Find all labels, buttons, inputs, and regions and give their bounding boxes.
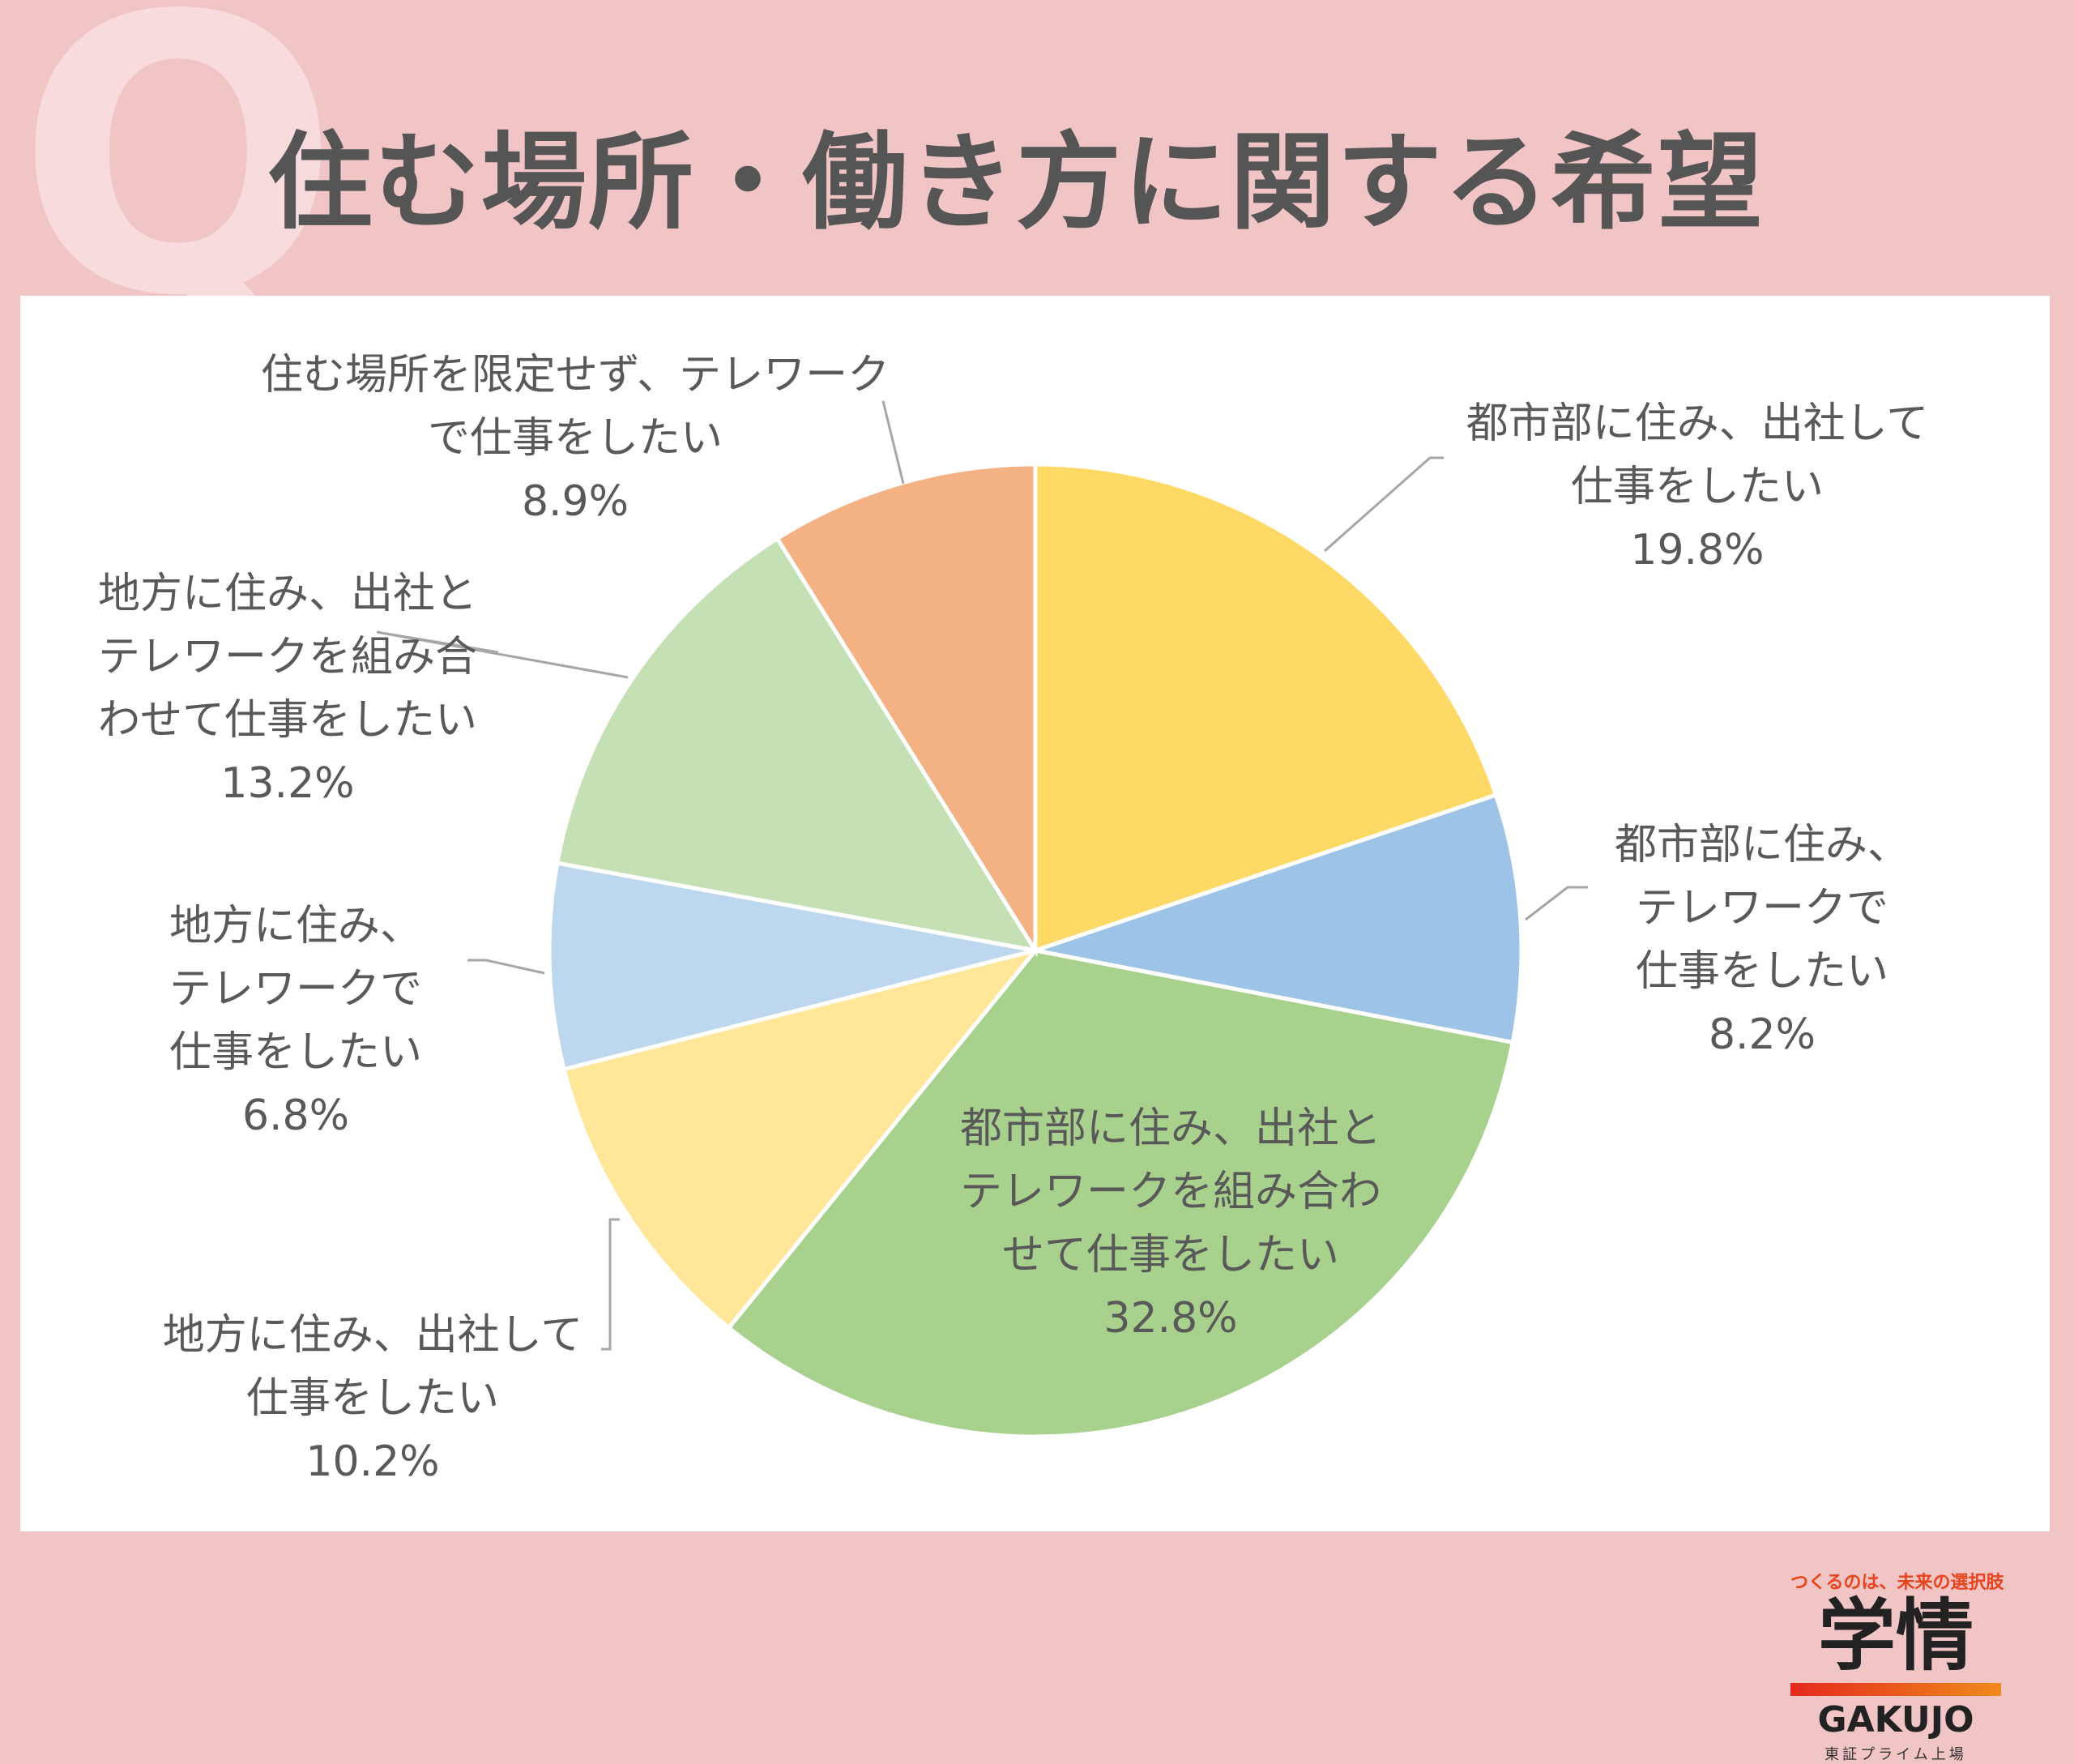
- slice-value-5: 6.8%: [242, 1091, 349, 1140]
- logo-sub: 東証プライム上場: [1824, 1745, 1967, 1763]
- slice-label-line: 都市部に住み、: [1615, 821, 1910, 869]
- pie-slice-2: [1027, 792, 1524, 1045]
- leader-line-6: [376, 630, 629, 679]
- logo-name-jp: 学情: [1818, 1591, 1974, 1681]
- slice-value-7: 8.9%: [522, 477, 629, 526]
- pie-slice-1: [1033, 462, 1499, 954]
- leader-line-4: [601, 1218, 620, 1351]
- pie-chart: 都市部に住み、出社して仕事をしたい 19.8%都市部に住み、テレワークで仕事をした…: [98, 351, 1928, 1486]
- slice-value-2: 8.2%: [1709, 1010, 1816, 1059]
- leader-line-2: [1525, 886, 1588, 921]
- page-title: 住む場所・働き方に関する希望: [267, 121, 1765, 244]
- slice-label-line: テレワークで: [169, 965, 422, 1014]
- slice-label-line: 仕事をしたい: [169, 1028, 422, 1077]
- slice-label-line: わせて仕事をしたい: [98, 696, 477, 745]
- pie-slice-3: [726, 948, 1516, 1439]
- slice-label-line: 都市部に住み、出社して: [1466, 399, 1928, 448]
- slice-label-line: で仕事をしたい: [428, 414, 723, 463]
- slice-value-6: 13.2%: [220, 759, 354, 808]
- slice-label-line: 地方に住み、出社して: [163, 1311, 583, 1360]
- slice-label-line: せて仕事をしたい: [1002, 1231, 1339, 1279]
- slice-label-line: テレワークを組み合: [98, 633, 477, 681]
- chart-panel: 都市部に住み、出社して仕事をしたい 19.8% 都市部に住み、テレワークで仕事をした…: [20, 296, 2050, 1763]
- slice-label-line: 地方に住み、: [169, 902, 422, 950]
- slice-label-line: 仕事をしたい: [1636, 947, 1888, 996]
- logo-name-en: GAKUJO: [1817, 1698, 1974, 1741]
- leader-line-5: [467, 959, 545, 975]
- slice-label-line: 都市部に住み、出社と: [960, 1104, 1381, 1153]
- pie-slice-4: [561, 946, 1041, 1331]
- slice-label-line: テレワークで: [1636, 884, 1888, 933]
- slice-label-4: 地方に住み、出社して仕事をしたい 10.2%: [163, 1311, 583, 1486]
- slice-value-1: 19.8%: [1630, 526, 1764, 574]
- slice-value-4: 10.2%: [305, 1437, 439, 1486]
- slice-label-7: 住む場所を限定せず、テレワークで仕事をしたい 8.9%: [261, 351, 890, 526]
- leader-line-1: [1324, 456, 1444, 553]
- slice-label-1: 都市部に住み、出社して仕事をしたい 19.8%: [1466, 399, 1928, 574]
- slice-label-3: 都市部に住み、出社とテレワークを組み合わせて仕事をしたい 32.8%: [960, 1104, 1381, 1343]
- slice-label-6: 地方に住み、出社とテレワークを組み合わせて仕事をしたい 13.2%: [98, 570, 477, 808]
- pie-slice-5: [547, 861, 1036, 1072]
- slice-value-3: 32.8%: [1103, 1294, 1237, 1343]
- slice-label-line: 仕事をしたい: [246, 1374, 499, 1423]
- slice-label-line: テレワークを組み合わ: [960, 1168, 1381, 1216]
- gakujo-logo: つくるのは、未来の選択肢 学情 GAKUJO 東証プライム上場: [1790, 1568, 2004, 1764]
- logo-tagline: つくるのは、未来の選択肢: [1790, 1573, 2004, 1593]
- slice-label-line: 住む場所を限定せず、テレワーク: [261, 351, 890, 399]
- logo-bar: [1790, 1682, 2001, 1696]
- q-mark: Q: [16, 0, 340, 379]
- slice-label-5: 地方に住み、テレワークで仕事をしたい 6.8%: [169, 902, 422, 1140]
- slice-label-line: 仕事をしたい: [1571, 463, 1824, 511]
- slice-label-2: 都市部に住み、テレワークで仕事をしたい 8.2%: [1615, 821, 1910, 1059]
- slice-label-line: 地方に住み、出社と: [98, 570, 477, 618]
- leader-line-7: [881, 400, 905, 485]
- pie-slice-6: [554, 536, 1040, 954]
- pie-slice-7: [774, 462, 1038, 958]
